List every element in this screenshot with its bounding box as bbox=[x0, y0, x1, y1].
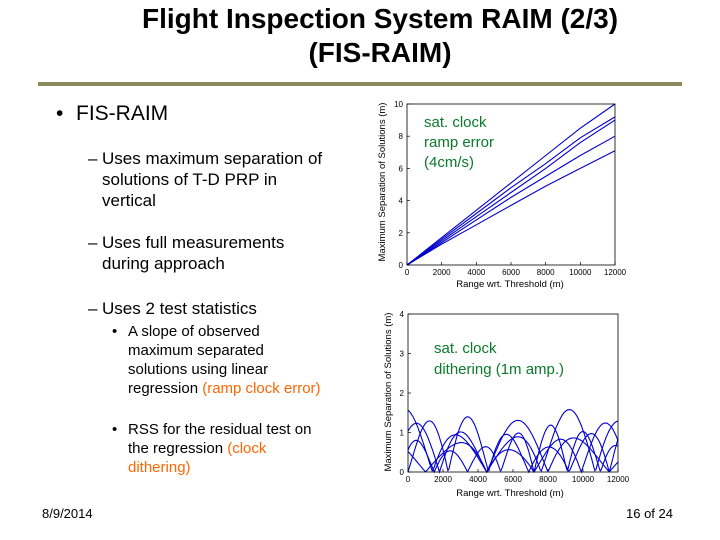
x-tick-label: 6000 bbox=[504, 475, 522, 484]
annotation-line-1: sat. clock bbox=[434, 340, 497, 357]
bullet-dot: • bbox=[112, 323, 118, 340]
dithering-chart: Maximum Separation of Solutions (m) Rang… bbox=[383, 310, 630, 499]
y-tick-label: 0 bbox=[399, 261, 404, 270]
x-tick-label: 0 bbox=[406, 475, 411, 484]
x-tick-label: 0 bbox=[405, 268, 410, 277]
y-axis-label: Maximum Separation of Solutions (m) bbox=[377, 103, 388, 262]
x-axis-label: Range wrt. Threshold (m) bbox=[456, 488, 564, 499]
x-tick-label: 8000 bbox=[539, 475, 557, 484]
sub-bullet-dash: – bbox=[88, 233, 98, 252]
series-line-2 bbox=[407, 422, 619, 474]
annotation-line-2: dithering (1m amp.) bbox=[434, 361, 564, 378]
y-tick-label: 3 bbox=[400, 350, 405, 359]
y-tick-label: 6 bbox=[399, 164, 404, 173]
x-tick-label: 8000 bbox=[537, 268, 555, 277]
clock-dithering-highlight: (clock dithering) bbox=[128, 440, 267, 476]
slide-date: 8/9/2014 bbox=[42, 506, 93, 521]
sub-sub-bullet-text: A slope of observed maximum separated so… bbox=[128, 322, 324, 398]
ramp-clock-error-highlight: (ramp clock error) bbox=[202, 380, 321, 397]
x-tick-label: 4000 bbox=[467, 268, 485, 277]
bullet-dot: • bbox=[112, 421, 118, 438]
slope-description: A slope of observed maximum separated so… bbox=[128, 323, 269, 397]
annotation-line-2: ramp error bbox=[424, 134, 494, 151]
x-tick-label: 2000 bbox=[433, 268, 451, 277]
series-line-3 bbox=[406, 119, 616, 266]
y-axis-label: Maximum Separation of Solutions (m) bbox=[383, 313, 394, 472]
x-tick-label: 12000 bbox=[607, 475, 630, 484]
sub-bullet-dash: – bbox=[88, 149, 98, 168]
x-axis-label: Range wrt. Threshold (m) bbox=[456, 279, 564, 290]
y-tick-label: 1 bbox=[400, 429, 405, 438]
series-line-1 bbox=[406, 103, 616, 266]
sub-bullet-text: Uses full measurements during approach bbox=[102, 233, 285, 273]
sub-bullet-text: Uses 2 test statistics bbox=[102, 299, 257, 318]
sub-sub-bullet-text: RSS for the residual test on the regress… bbox=[128, 420, 324, 477]
slide-page-number: 16 of 24 bbox=[626, 506, 673, 521]
plot-frame bbox=[407, 313, 619, 473]
bullet-text: FIS-RAIM bbox=[76, 102, 169, 125]
y-tick-label: 4 bbox=[399, 197, 404, 206]
y-tick-label: 10 bbox=[394, 100, 403, 109]
x-tick-label: 12000 bbox=[604, 268, 627, 277]
series-line-2 bbox=[406, 116, 616, 266]
sub-bullet-text: Uses maximum separation of solutions of … bbox=[102, 149, 323, 210]
ramp-error-chart: Maximum Separation of Solutions (m) Rang… bbox=[377, 100, 627, 290]
plot-frame bbox=[406, 103, 616, 266]
x-tick-label: 2000 bbox=[434, 475, 452, 484]
sub-bullet-dash: – bbox=[88, 299, 98, 318]
series-line-3 bbox=[407, 409, 619, 474]
y-tick-label: 4 bbox=[400, 310, 405, 319]
x-tick-label: 6000 bbox=[502, 268, 520, 277]
x-tick-label: 4000 bbox=[469, 475, 487, 484]
series-line-5 bbox=[407, 419, 619, 474]
y-tick-label: 0 bbox=[400, 468, 405, 477]
y-tick-label: 2 bbox=[399, 229, 404, 238]
title-line-2: (FIS-RAIM) bbox=[308, 37, 452, 68]
rss-description: RSS for the residual test on the regress… bbox=[128, 421, 312, 457]
annotation-line-3: (4cm/s) bbox=[424, 154, 474, 171]
x-tick-label: 10000 bbox=[569, 268, 592, 277]
title-divider bbox=[38, 82, 682, 86]
y-tick-label: 2 bbox=[400, 389, 405, 398]
series-line-4 bbox=[406, 135, 616, 266]
series-line-4 bbox=[407, 424, 619, 474]
series-line-5 bbox=[406, 150, 616, 266]
y-tick-label: 8 bbox=[399, 132, 404, 141]
title-line-1: Flight Inspection System RAIM (2/3) bbox=[141, 3, 619, 34]
x-tick-label: 10000 bbox=[572, 475, 595, 484]
annotation-line-1: sat. clock bbox=[424, 114, 487, 131]
bullet-dot: • bbox=[56, 102, 64, 125]
slide-title: Flight Inspection System RAIM (2/3) (FIS… bbox=[60, 2, 700, 70]
